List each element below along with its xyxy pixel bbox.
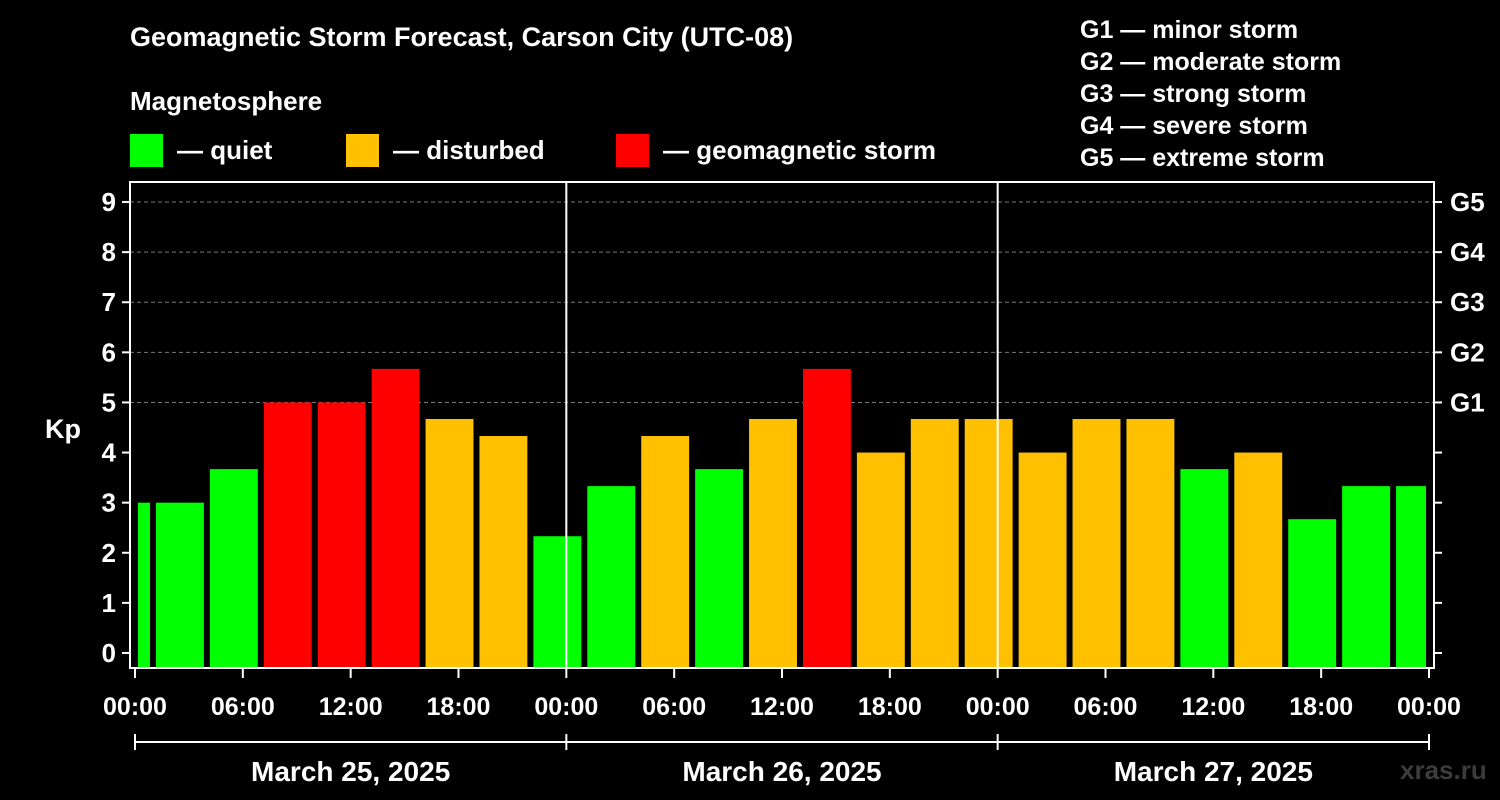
g-scale-item-g5: G5 — extreme storm [1080, 144, 1325, 172]
x-tick-label-3: 18:00 [427, 693, 491, 721]
y-tick-label-5: 5 [102, 387, 116, 417]
storm-swatch [616, 133, 649, 167]
g-tick-label-g5: G5 [1450, 187, 1485, 217]
kp-bar-22 [1288, 519, 1337, 668]
x-tick-label-9: 06:00 [1074, 693, 1138, 721]
legend-item-storm: — geomagnetic storm [616, 133, 936, 167]
kp-bar-12 [749, 418, 797, 668]
x-tick-label-5: 06:00 [642, 693, 706, 721]
x-tick-label-10: 12:00 [1181, 693, 1245, 721]
x-tick-label-11: 18:00 [1289, 693, 1353, 721]
disturbed-swatch [346, 133, 379, 167]
legend-label-quiet: — quiet [177, 134, 273, 165]
y-axis-label: Kp [45, 414, 81, 444]
y-tick-label-7: 7 [102, 287, 116, 317]
kp-bar-9 [587, 486, 636, 668]
legend-label-disturbed: — disturbed [393, 134, 545, 165]
kp-bar-5 [371, 368, 420, 668]
kp-bar-4 [317, 402, 366, 668]
kp-bar-10 [641, 436, 690, 668]
g-scale-item-g4: G4 — severe storm [1080, 112, 1308, 140]
g-tick-label-g4: G4 [1450, 237, 1485, 267]
kp-bar-21 [1234, 452, 1283, 668]
kp-bar-6 [425, 418, 474, 668]
kp-bar-16 [964, 418, 1013, 668]
y-tick-label-0: 0 [102, 638, 116, 668]
g-scale-item-g2: G2 — moderate storm [1080, 48, 1342, 76]
y-tick-label-3: 3 [102, 488, 116, 518]
kp-bar-1 [155, 502, 204, 668]
g-scale-item-g3: G3 — strong storm [1080, 80, 1307, 108]
kp-bar-14 [856, 452, 905, 668]
kp-bar-17 [1018, 452, 1067, 668]
x-tick-label-1: 06:00 [211, 693, 275, 721]
g-tick-label-g2: G2 [1450, 337, 1485, 367]
kp-bar-0 [138, 502, 150, 668]
x-tick-label-12: 00:00 [1397, 693, 1461, 721]
kp-bar-2 [209, 469, 258, 668]
x-tick-label-4: 00:00 [534, 693, 598, 721]
y-tick-label-1: 1 [102, 588, 116, 618]
g-tick-label-g1: G1 [1450, 387, 1485, 417]
kp-bar-19 [1126, 418, 1175, 668]
legend-item-quiet: — quiet [130, 133, 272, 167]
kp-bar-20 [1180, 469, 1229, 668]
y-tick-label-2: 2 [102, 538, 116, 568]
y-tick-label-4: 4 [102, 438, 117, 468]
g-tick-label-g3: G3 [1450, 287, 1485, 317]
day-label-0: March 25, 2025 [251, 756, 450, 787]
legend-label-storm: — geomagnetic storm [663, 134, 937, 165]
g-scale-item-g1: G1 — minor storm [1080, 16, 1299, 44]
day-label-2: March 27, 2025 [1114, 756, 1313, 787]
y-tick-label-6: 6 [102, 337, 116, 367]
legend-heading: Magnetosphere [130, 86, 323, 116]
kp-bar-15 [910, 418, 959, 668]
legend-item-disturbed: — disturbed [346, 133, 545, 167]
kp-bar-13 [802, 368, 851, 668]
kp-bar-18 [1072, 418, 1121, 668]
x-tick-label-7: 18:00 [858, 693, 922, 721]
x-tick-label-8: 00:00 [966, 693, 1030, 721]
quiet-swatch [130, 133, 163, 167]
kp-bar-3 [263, 402, 312, 668]
kp-bar-8 [533, 536, 582, 668]
watermark: xras.ru [1400, 755, 1487, 785]
x-tick-label-6: 12:00 [750, 693, 814, 721]
kp-bar-7 [479, 436, 528, 668]
y-tick-label-8: 8 [102, 237, 116, 267]
x-tick-label-2: 12:00 [319, 693, 383, 721]
y-tick-label-9: 9 [102, 187, 116, 217]
kp-bar-24 [1396, 486, 1426, 668]
day-label-1: March 26, 2025 [682, 756, 881, 787]
kp-bar-11 [695, 469, 744, 668]
g-scale-legend: G1 — minor storm G2 — moderate storm G3 … [1080, 14, 1341, 174]
x-tick-label-0: 00:00 [103, 693, 167, 721]
kp-bar-23 [1342, 486, 1391, 668]
chart-title: Geomagnetic Storm Forecast, Carson City … [130, 22, 794, 52]
